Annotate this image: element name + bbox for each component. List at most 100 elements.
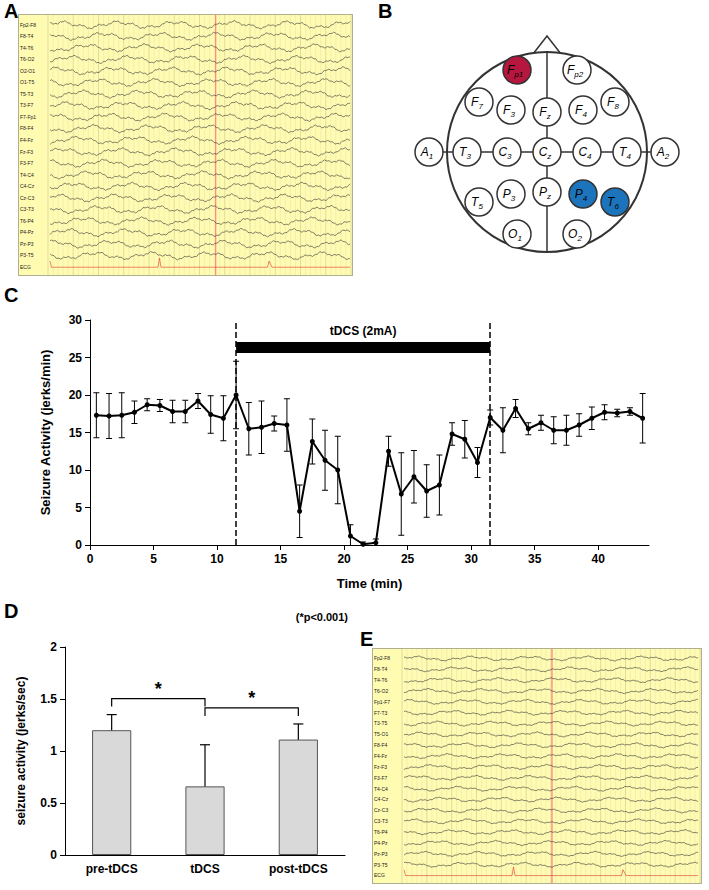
html-text:C: C	[4, 284, 19, 306]
html-text:B: B	[378, 0, 393, 22]
svg-text:A1: A1	[420, 145, 433, 161]
svg-text:30: 30	[464, 552, 478, 566]
svg-text:O1: O1	[508, 227, 522, 243]
svg-text:ECG: ECG	[374, 872, 385, 878]
svg-text:T4: T4	[619, 145, 631, 161]
svg-text:F8-F4: F8-F4	[374, 742, 388, 748]
svg-text:1.5: 1.5	[40, 692, 57, 706]
svg-text:F7-T3: F7-T3	[374, 710, 388, 716]
svg-text:tDCS (2mA): tDCS (2mA)	[330, 324, 397, 338]
svg-text:Pz: Pz	[539, 185, 551, 201]
svg-text:tDCS: tDCS	[190, 862, 219, 876]
svg-text:F8-T4: F8-T4	[374, 666, 388, 672]
svg-text:C4-Cz: C4-Cz	[20, 183, 35, 189]
svg-text:F8-F4: F8-F4	[20, 125, 34, 131]
svg-text:Cz-C3: Cz-C3	[20, 195, 34, 201]
svg-text:T5: T5	[471, 195, 483, 211]
html-text:D: D	[4, 600, 19, 622]
svg-text:Fp2: Fp2	[567, 63, 584, 79]
svg-text:35: 35	[528, 552, 542, 566]
svg-text:Time (min): Time (min)	[337, 576, 403, 591]
svg-text:T4-C4: T4-C4	[374, 786, 388, 792]
svg-text:15: 15	[274, 552, 288, 566]
svg-text:5: 5	[75, 501, 82, 515]
svg-text:ECG: ECG	[20, 264, 31, 270]
svg-text:Pz-P3: Pz-P3	[20, 241, 34, 247]
svg-text:Fp2-F8: Fp2-F8	[20, 22, 36, 28]
svg-text:C4-Cz: C4-Cz	[374, 796, 389, 802]
svg-text:T6-O2: T6-O2	[374, 688, 388, 694]
svg-text:0: 0	[75, 538, 82, 552]
svg-text:pre-tDCS: pre-tDCS	[86, 862, 138, 876]
svg-text:P3-T5: P3-T5	[374, 862, 388, 868]
svg-text:P4-Pz: P4-Pz	[374, 840, 388, 846]
html-text:E: E	[360, 628, 374, 650]
svg-text:F3-F7: F3-F7	[374, 775, 388, 781]
svg-text:F4-Fz: F4-Fz	[20, 137, 34, 143]
svg-text:T3-F7: T3-F7	[20, 102, 34, 108]
svg-text:T6: T6	[607, 195, 619, 211]
svg-text:30: 30	[69, 313, 83, 327]
svg-text:C4: C4	[578, 145, 592, 161]
svg-text:F3: F3	[503, 103, 515, 119]
svg-text:*: *	[248, 688, 255, 708]
svg-text:seizure activity (jerks/sec): seizure activity (jerks/sec)	[14, 677, 28, 826]
svg-text:Fp2-F8: Fp2-F8	[374, 655, 390, 661]
svg-text:25: 25	[69, 351, 83, 365]
svg-text:*: *	[155, 679, 162, 699]
svg-text:T6-P4: T6-P4	[20, 218, 34, 224]
svg-text:Fp1: Fp1	[507, 63, 523, 79]
svg-text:20: 20	[337, 552, 351, 566]
svg-text:Fz-F3: Fz-F3	[20, 149, 33, 155]
svg-text:Fz: Fz	[539, 105, 550, 121]
svg-text:Cz-C3: Cz-C3	[374, 807, 388, 813]
svg-text:T5-T3: T5-T3	[20, 91, 34, 97]
svg-text:F8-T4: F8-T4	[20, 33, 34, 39]
svg-text:T3: T3	[459, 145, 471, 161]
svg-text:T3-T5: T3-T5	[374, 720, 388, 726]
svg-text:F8: F8	[607, 95, 619, 111]
svg-text:20: 20	[69, 388, 83, 402]
svg-text:(*p<0.001): (*p<0.001)	[296, 611, 349, 623]
svg-text:0.5: 0.5	[40, 796, 57, 810]
svg-text:Cz: Cz	[539, 145, 552, 161]
svg-text:0: 0	[50, 848, 57, 862]
svg-text:T6-O2: T6-O2	[20, 56, 34, 62]
svg-text:C3-T3: C3-T3	[20, 206, 34, 212]
svg-text:0: 0	[87, 552, 94, 566]
svg-text:O2: O2	[568, 227, 582, 243]
svg-text:P4: P4	[575, 187, 588, 203]
svg-text:T6-P4: T6-P4	[374, 829, 388, 835]
svg-text:P4-Pz: P4-Pz	[20, 229, 34, 235]
svg-text:T5-O1: T5-O1	[374, 731, 388, 737]
svg-text:Pz-P3: Pz-P3	[374, 851, 388, 857]
svg-text:O2-O1: O2-O1	[20, 68, 35, 74]
svg-text:Seizure Activity (jerks/min): Seizure Activity (jerks/min)	[38, 350, 53, 516]
svg-text:Fz-F3: Fz-F3	[374, 764, 387, 770]
svg-text:5: 5	[150, 552, 157, 566]
svg-text:F4-Fz: F4-Fz	[374, 753, 388, 759]
svg-text:F3-F7: F3-F7	[20, 160, 34, 166]
svg-text:C3-T3: C3-T3	[374, 818, 388, 824]
svg-text:C3: C3	[498, 145, 512, 161]
svg-text:T4-C4: T4-C4	[20, 172, 34, 178]
svg-text:F7-Fp1: F7-Fp1	[20, 114, 36, 120]
svg-text:10: 10	[69, 463, 83, 477]
svg-text:Fp1-F7: Fp1-F7	[374, 699, 390, 705]
svg-text:F4: F4	[575, 103, 587, 119]
svg-text:10: 10	[210, 552, 224, 566]
svg-text:A2: A2	[656, 145, 670, 161]
svg-text:T4-T6: T4-T6	[374, 677, 388, 683]
svg-text:15: 15	[69, 426, 83, 440]
svg-text:25: 25	[401, 552, 415, 566]
svg-text:40: 40	[592, 552, 606, 566]
svg-text:2: 2	[50, 640, 57, 654]
html-text:A: A	[4, 0, 19, 22]
svg-text:P3: P3	[503, 187, 516, 203]
svg-text:1: 1	[50, 744, 57, 758]
svg-text:post-tDCS: post-tDCS	[269, 862, 328, 876]
svg-text:F7: F7	[471, 95, 483, 111]
svg-text:T4-T6: T4-T6	[20, 45, 34, 51]
svg-text:O1-T5: O1-T5	[20, 79, 34, 85]
svg-text:P3-T5: P3-T5	[20, 252, 34, 258]
